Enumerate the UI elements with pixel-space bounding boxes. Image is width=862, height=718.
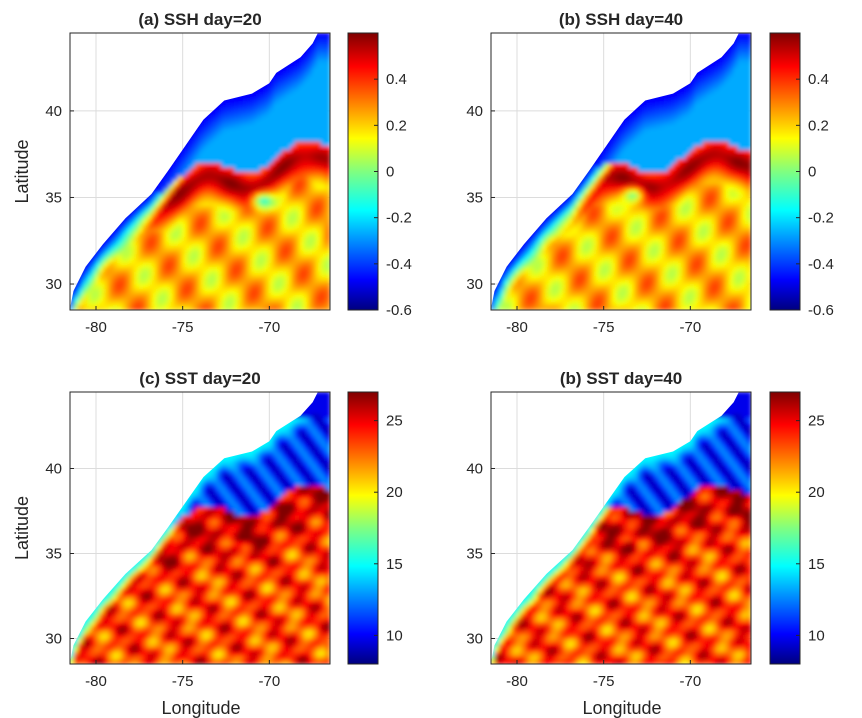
colorbar-tick-label: 10 [808, 627, 825, 644]
colorbar-tick-label: 25 [808, 413, 825, 430]
colorbar-tick-label: 25 [386, 413, 403, 430]
panel-title: (c) SST day=20 [139, 369, 260, 388]
colorbar [769, 391, 801, 665]
colorbar-tick-label: 0.4 [386, 71, 407, 88]
y-tick-label: 35 [45, 189, 62, 206]
colorbar-tick-label: -0.6 [808, 302, 834, 319]
x-tick-label: -75 [593, 673, 615, 690]
colorbar [347, 32, 379, 311]
x-tick-label: -70 [679, 319, 701, 336]
colorbar-tick-label: 20 [808, 484, 825, 501]
colorbar-tick-label: 0.2 [386, 117, 407, 134]
y-tick-label: 35 [466, 189, 483, 206]
heatmap-field [70, 392, 330, 664]
y-tick-label: 30 [466, 631, 483, 648]
axes-box [69, 32, 331, 311]
x-axis-label-right: Longitude [582, 698, 661, 718]
y-tick-label: 30 [45, 631, 62, 648]
axes-box [490, 32, 752, 311]
x-tick-label: -80 [85, 673, 107, 690]
y-tick-label: 40 [466, 461, 483, 478]
colorbar-tick-label: 0.4 [808, 71, 829, 88]
colorbar-tick-label: 15 [386, 556, 403, 573]
colorbar-tick-label: 0 [808, 164, 816, 181]
x-tick-label: -75 [172, 319, 194, 336]
colorbar [769, 32, 801, 311]
x-tick-label: -75 [593, 319, 615, 336]
panel-4: -80 -75 -70 30 35 40 (b) SST day=40 10 15 20 25 [466, 369, 824, 690]
colorbar-tick-label: -0.6 [386, 302, 412, 319]
colorbar-tick-label: -0.4 [808, 256, 834, 273]
colorbar-tick-label: 0 [386, 164, 394, 181]
y-tick-label: 40 [45, 103, 62, 120]
colorbar-tick-label: 15 [808, 556, 825, 573]
colorbar-tick-label: -0.2 [808, 210, 834, 227]
x-tick-label: -80 [506, 319, 528, 336]
y-tick-label: 35 [45, 546, 62, 563]
x-tick-label: -80 [506, 673, 528, 690]
colorbar-tick-label: 20 [386, 484, 403, 501]
panel-2: -80 -75 -70 30 35 40 (b) SSH day=40 -0.6 -0.4 -0.… [466, 10, 834, 336]
colorbar [347, 391, 379, 665]
panel-title: (b) SST day=40 [560, 369, 682, 388]
y-axis-label: Latitude [12, 139, 32, 203]
colorbar-tick-label: -0.2 [386, 210, 412, 227]
colorbar-tick-label: 0.2 [808, 117, 829, 134]
x-tick-label: -70 [258, 673, 280, 690]
colorbar-tick-label: 10 [386, 627, 403, 644]
y-tick-label: 35 [466, 546, 483, 563]
x-axis-label-left: Longitude [161, 698, 240, 718]
axes-box [490, 391, 752, 665]
x-tick-label: -75 [172, 673, 194, 690]
axes-box [69, 391, 331, 665]
y-tick-label: 40 [466, 103, 483, 120]
panel-3: -80 -75 -70 30 35 40 (c) SST day=20 Latitude 10 1… [12, 369, 403, 690]
y-tick-label: 30 [45, 276, 62, 293]
panel-title: (a) SSH day=20 [138, 10, 261, 29]
colorbar-tick-label: -0.4 [386, 256, 412, 273]
x-tick-label: -70 [258, 319, 280, 336]
y-axis-label: Latitude [12, 496, 32, 560]
panel-1: -80 -75 -70 30 35 40 (a) SSH day=20 Latitude -0.… [12, 10, 412, 336]
panel-title: (b) SSH day=40 [559, 10, 683, 29]
x-tick-label: -80 [85, 319, 107, 336]
x-tick-label: -70 [679, 673, 701, 690]
y-tick-label: 40 [45, 461, 62, 478]
y-tick-label: 30 [466, 276, 483, 293]
